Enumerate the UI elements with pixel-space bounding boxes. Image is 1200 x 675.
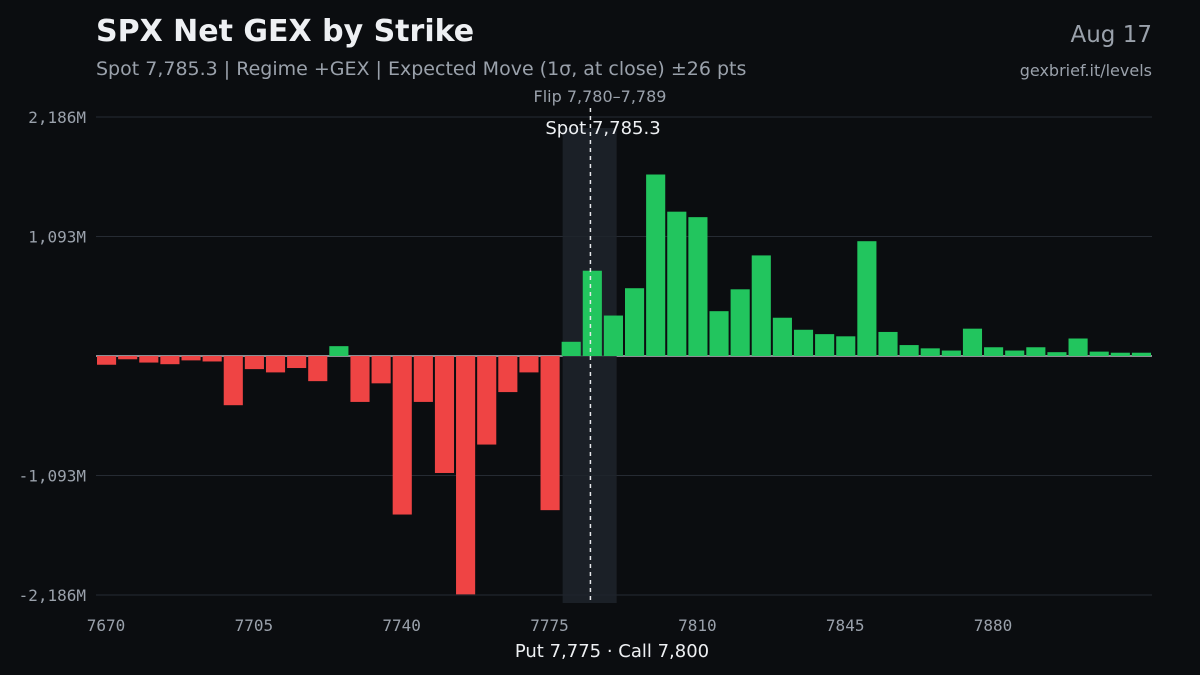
gex-bar [561, 341, 581, 356]
gex-bar [371, 356, 391, 384]
gex-bar [667, 211, 687, 356]
gex-bar [202, 356, 222, 362]
gex-bar [350, 356, 370, 402]
x-tick-label: 7670 [87, 616, 126, 635]
bar-layer [97, 174, 1151, 595]
x-tick-label: 7810 [678, 616, 717, 635]
gex-bar [1131, 352, 1151, 356]
gex-bar [984, 347, 1004, 356]
chart-title: SPX Net GEX by Strike [96, 14, 475, 49]
gex-bar [265, 356, 286, 373]
gex-bar [456, 356, 476, 595]
gex-bar [709, 311, 729, 356]
gex-bar [434, 356, 455, 473]
label-layer: -2,186M -1,093M 1,093M 2,186M Flip 7,780–7,7… [19, 87, 1013, 662]
gex-bar [878, 331, 898, 356]
gex-bar [772, 317, 792, 356]
gex-bar [836, 336, 856, 356]
date-label: Aug 17 [1070, 22, 1153, 48]
gex-bar [244, 356, 264, 370]
gex-bar [751, 255, 771, 356]
gex-bar [1110, 352, 1130, 356]
gex-bar [519, 356, 539, 373]
gex-bar [962, 328, 983, 356]
gex-bar [1005, 350, 1025, 356]
spot-label: Spot 7,785.3 [545, 118, 660, 139]
x-tick-label: 7880 [974, 616, 1013, 635]
gex-bar [477, 356, 497, 445]
gex-bar [540, 356, 560, 511]
flip-zone-band [562, 128, 617, 603]
y-tick-label: 1,093M [28, 228, 86, 247]
gex-bar [160, 356, 180, 365]
gex-bar [118, 356, 138, 360]
gex-bar [223, 356, 243, 406]
gex-bar [329, 346, 349, 356]
source-link[interactable]: gexbrief.it/levels [1019, 61, 1152, 80]
gex-bar [920, 348, 940, 356]
gex-bar [793, 329, 814, 356]
y-tick-label: 2,186M [28, 108, 86, 127]
gex-bar [1026, 347, 1046, 356]
gex-bar [646, 174, 666, 356]
gex-bar [287, 356, 307, 369]
x-tick-label: 7740 [382, 616, 421, 635]
gex-bar [899, 345, 919, 356]
flip-band-layer [562, 128, 617, 603]
gex-bar [308, 356, 328, 382]
gex-bar [1068, 338, 1088, 356]
chart-subtitle: Spot 7,785.3 | Regime +GEX | Expected Mo… [96, 58, 747, 80]
gex-bar [688, 217, 708, 356]
gex-bar [941, 350, 961, 356]
gex-bar [1089, 351, 1109, 356]
gex-bar [730, 289, 750, 356]
gex-bar [815, 334, 835, 356]
x-axis-label: Put 7,775 · Call 7,800 [515, 641, 709, 662]
gex-bar [603, 315, 623, 356]
flip-label: Flip 7,780–7,789 [534, 87, 667, 106]
x-tick-label: 7705 [235, 616, 274, 635]
gex-bar [181, 356, 201, 361]
gex-bar [97, 356, 117, 365]
gex-bar [413, 356, 433, 402]
gex-bar [1047, 352, 1067, 356]
x-tick-label: 7845 [826, 616, 865, 635]
gex-bar [857, 241, 877, 356]
gex-bar [498, 356, 518, 393]
y-tick-label: -1,093M [19, 467, 86, 486]
gex-bar [139, 356, 159, 363]
x-tick-label: 7775 [530, 616, 569, 635]
gex-bar [582, 270, 602, 356]
gex-bar [625, 288, 645, 356]
gex-bar [392, 356, 412, 515]
y-tick-label: -2,186M [19, 586, 86, 605]
